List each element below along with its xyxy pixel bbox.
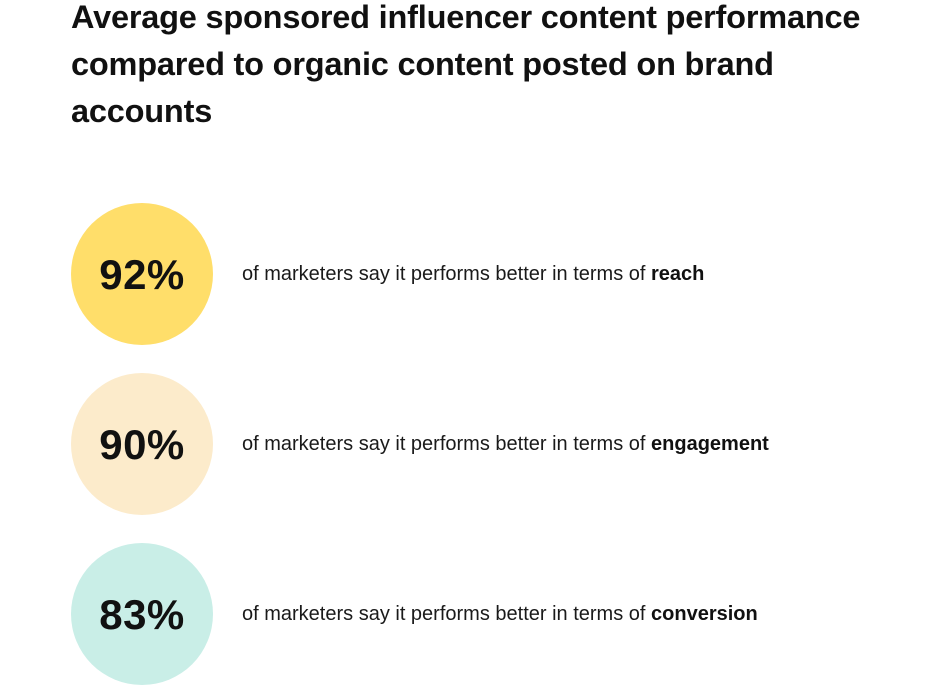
stat-circle-reach: 92% [71, 203, 213, 345]
stat-description-prefix: of marketers say it performs better in t… [242, 433, 652, 455]
stat-row-conversion: 83% of marketers say it performs better … [71, 543, 921, 685]
stat-value: 83% [99, 591, 185, 638]
stat-metric: conversion [651, 603, 758, 625]
stat-circle-conversion: 83% [71, 543, 213, 685]
stat-description-prefix: of marketers say it performs better in t… [242, 603, 652, 625]
stat-circle-engagement: 90% [71, 373, 213, 515]
stat-row-reach: 92% of marketers say it performs better … [71, 203, 921, 345]
stat-value: 90% [99, 421, 185, 468]
stat-metric: reach [651, 263, 705, 285]
page-title: Average sponsored influencer content per… [71, 0, 861, 129]
stat-value: 92% [99, 251, 185, 298]
stat-description: of marketers say it performs better in t… [242, 264, 704, 284]
stat-description: of marketers say it performs better in t… [242, 604, 758, 624]
stat-row-engagement: 90% of marketers say it performs better … [71, 373, 921, 515]
stat-metric: engagement [651, 433, 769, 455]
stat-description: of marketers say it performs better in t… [242, 434, 769, 454]
stat-description-prefix: of marketers say it performs better in t… [242, 263, 652, 285]
